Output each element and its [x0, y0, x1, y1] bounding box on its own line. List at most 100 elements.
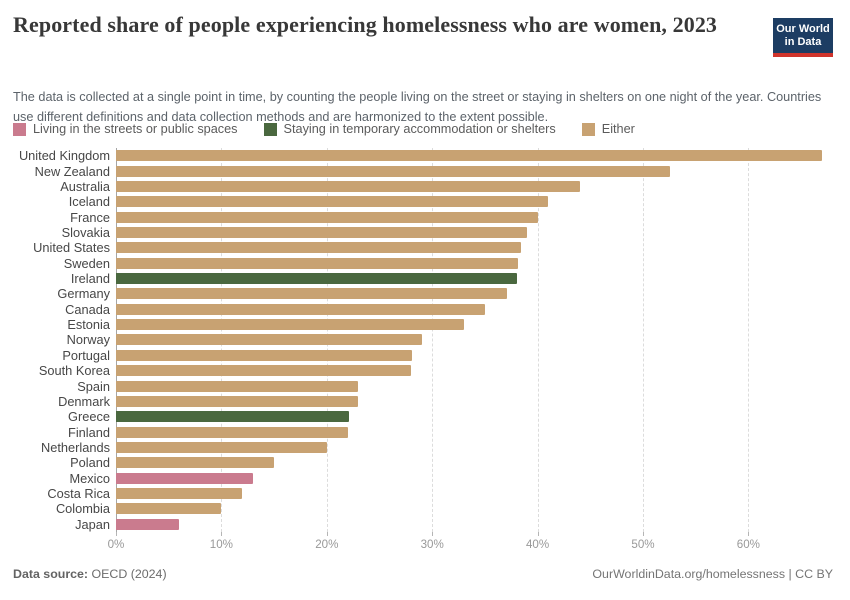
bar-row: Portugal: [0, 348, 850, 363]
owid-logo[interactable]: Our World in Data: [773, 18, 833, 58]
data-source: Data source: OECD (2024): [13, 567, 167, 581]
bar-row: Colombia: [0, 501, 850, 516]
country-label: United Kingdom: [18, 148, 110, 164]
bar-row: New Zealand: [0, 163, 850, 179]
chart-subtitle: The data is collected at a single point …: [13, 90, 822, 124]
bar-row: France: [0, 209, 850, 225]
bar-row: Canada: [0, 302, 850, 317]
bar-united-states[interactable]: [116, 242, 521, 254]
bar-netherlands[interactable]: [116, 442, 327, 453]
bar-row: Ireland: [0, 271, 850, 286]
bar-row: South Korea: [0, 363, 850, 378]
axis-tick-label: 50%: [631, 538, 655, 551]
bar-row: Iceland: [0, 194, 850, 209]
country-label: Colombia: [55, 501, 110, 517]
bar-row: Norway: [0, 332, 850, 347]
axis-tick: [326, 532, 328, 536]
footer-link[interactable]: OurWorldinData.org/homelessness | CC BY: [592, 567, 833, 581]
axis-tick: [432, 532, 434, 536]
gridline: [432, 148, 434, 532]
bar-canada[interactable]: [116, 303, 485, 315]
bar-sweden[interactable]: [116, 257, 518, 269]
country-label: New Zealand: [34, 163, 110, 179]
owid-logo-line1: Our World: [776, 23, 830, 35]
bar-estonia[interactable]: [116, 319, 464, 331]
bar-portugal[interactable]: [116, 349, 413, 361]
gridline: [643, 148, 644, 532]
bar-row: Germany: [0, 286, 850, 301]
bar-finland[interactable]: [116, 426, 348, 438]
axis-tick: [643, 532, 644, 536]
country-label: Iceland: [68, 194, 110, 210]
legend-item-either[interactable]: Either: [581, 122, 635, 136]
legend-label: Staying in temporary accommodation or sh…: [283, 122, 556, 136]
country-label: Portugal: [62, 347, 110, 363]
bar-japan[interactable]: [116, 518, 180, 530]
bar-france[interactable]: [116, 211, 538, 223]
bar-row: Denmark: [0, 394, 850, 409]
bar-united-kingdom[interactable]: [116, 150, 823, 162]
bar-poland[interactable]: [116, 457, 275, 469]
country-label: Australia: [60, 178, 110, 194]
page-title: Reported share of people experiencing ho…: [13, 12, 718, 37]
country-label: Canada: [65, 301, 110, 317]
owid-logo-line2: in Data: [784, 36, 822, 49]
country-label: Sweden: [63, 255, 110, 271]
gridline: [537, 148, 539, 532]
bar-row: Sweden: [0, 256, 850, 271]
bar-colombia[interactable]: [116, 503, 222, 515]
axis-tick: [116, 532, 117, 536]
country-label: Norway: [66, 332, 110, 348]
bar-row: Australia: [0, 179, 850, 194]
legend-label: Living in the streets or public spaces: [33, 122, 238, 136]
bar-spain[interactable]: [116, 380, 359, 392]
bar-greece[interactable]: [116, 411, 349, 423]
legend-swatch: [581, 122, 595, 136]
data-source-label: Data source:: [13, 567, 89, 581]
axis-tick-label: 10%: [209, 538, 233, 551]
axis-tick-label: 20%: [315, 538, 339, 551]
bar-australia[interactable]: [116, 180, 580, 192]
gridline: [748, 148, 750, 532]
country-label: Netherlands: [40, 440, 110, 455]
chart-footer: Data source: OECD (2024) OurWorldinData.…: [13, 567, 833, 581]
country-label: France: [70, 209, 110, 225]
bar-norway[interactable]: [116, 334, 422, 346]
bar-chart: United Kingdom New Zealand Australia Icelan…: [0, 148, 850, 551]
country-label: Greece: [68, 409, 110, 425]
bar-denmark[interactable]: [116, 395, 359, 407]
country-label: Spain: [77, 378, 110, 394]
bar-row: Spain: [0, 378, 850, 394]
bar-ireland[interactable]: [116, 273, 517, 285]
bar-mexico[interactable]: [116, 472, 254, 484]
chart-rows: United Kingdom New Zealand Australia Icelan…: [0, 148, 850, 532]
bar-row: Estonia: [0, 317, 850, 332]
axis-tick-label: 60%: [736, 538, 760, 551]
bar-south-korea[interactable]: [116, 365, 412, 377]
country-label: Mexico: [69, 470, 110, 486]
bar-slovakia[interactable]: [116, 226, 528, 238]
bar-new-zealand[interactable]: [116, 165, 671, 177]
legend: Living in the streets or public spaces St…: [13, 122, 635, 136]
legend-swatch: [263, 122, 277, 136]
country-label: South Korea: [38, 363, 110, 379]
country-label: Japan: [75, 516, 110, 532]
bar-germany[interactable]: [116, 288, 508, 300]
data-source-value: OECD (2024): [91, 567, 167, 581]
country-label: United States: [33, 240, 110, 256]
bar-row: Slovakia: [0, 225, 850, 240]
bar-row: Greece: [0, 409, 850, 424]
bar-row: Poland: [0, 455, 850, 470]
legend-item-shelter[interactable]: Staying in temporary accommodation or sh…: [263, 122, 556, 136]
axis-tick: [748, 532, 750, 536]
bar-row: Netherlands: [0, 440, 850, 455]
country-label: Germany: [57, 286, 110, 302]
bar-costa-rica[interactable]: [116, 488, 243, 500]
bar-iceland[interactable]: [116, 196, 549, 208]
legend-item-street[interactable]: Living in the streets or public spaces: [13, 122, 238, 136]
bar-row: Costa Rica: [0, 486, 850, 501]
axis-tick: [221, 532, 223, 536]
bar-row: United Kingdom: [0, 148, 850, 163]
axis-tick-label: 0%: [107, 538, 125, 551]
bar-row: Finland: [0, 424, 850, 440]
